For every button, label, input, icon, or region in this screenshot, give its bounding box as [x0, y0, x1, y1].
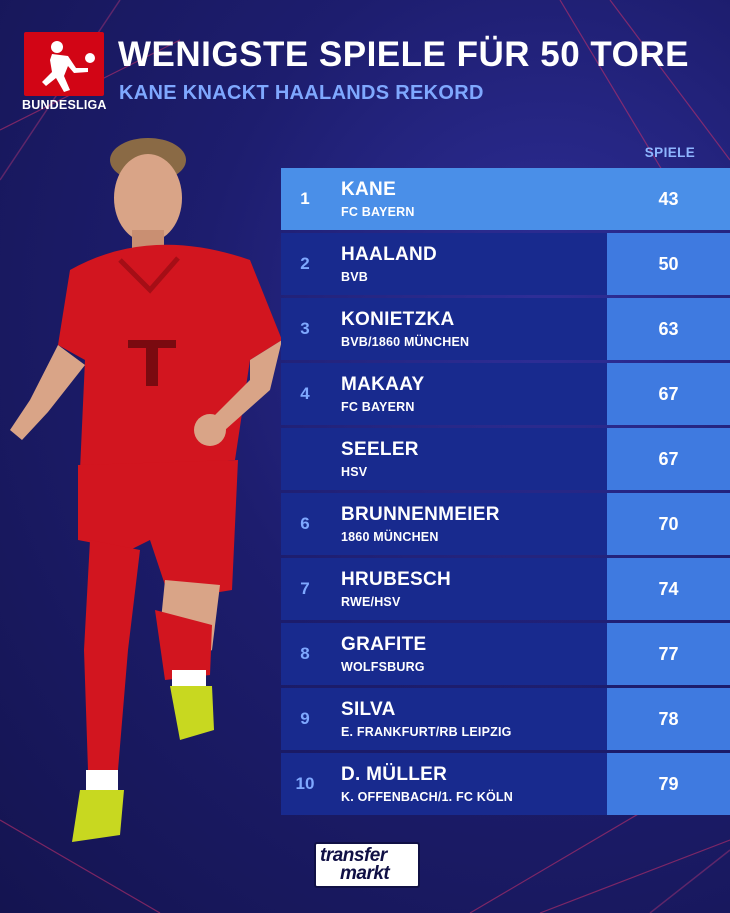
page-title: WENIGSTE SPIELE FÜR 50 TORE — [118, 35, 690, 74]
row-games: 79 — [607, 753, 730, 815]
row-games: 78 — [607, 688, 730, 750]
row-player-name: HRUBESCH — [341, 569, 452, 590]
ranking-table: 1 KANE FC BAYERN 43 2 HAALAND BVB 50 3 KONIETZKA B… — [281, 168, 730, 818]
row-rank: 6 — [300, 514, 310, 533]
row-rank: 4 — [300, 384, 310, 403]
row-rank: 10 — [295, 774, 315, 793]
row-club: BVB/1860 MÜNCHEN — [341, 335, 470, 349]
row-player-name: SILVA — [341, 699, 396, 720]
row-club: K. OFFENBACH/1. FC KÖLN — [341, 790, 513, 804]
row-player-name: D. MÜLLER — [341, 764, 448, 785]
row-club: RWE/HSV — [341, 595, 401, 609]
table-row: SEELER HSV 67 — [281, 428, 730, 490]
games-column-header: SPIELE — [644, 145, 696, 160]
row-games: 70 — [607, 493, 730, 555]
row-games: 67 — [607, 428, 730, 490]
row-club: FC BAYERN — [341, 205, 415, 219]
row-games: 50 — [607, 233, 730, 295]
row-club: BVB — [341, 270, 368, 284]
row-player-name: MAKAAY — [341, 374, 425, 395]
row-rank: 8 — [300, 644, 310, 663]
table-row: 10 D. MÜLLER K. OFFENBACH/1. FC KÖLN 79 — [281, 753, 730, 815]
row-player-name: BRUNNENMEIER — [341, 504, 500, 525]
row-rank — [281, 428, 329, 490]
player-image — [10, 138, 282, 842]
table-row: 1 KANE FC BAYERN 43 — [281, 168, 730, 230]
table-row: 7 HRUBESCH RWE/HSV 74 — [281, 558, 730, 620]
row-club: E. FRANKFURT/RB LEIPZIG — [341, 725, 512, 739]
table-row: 2 HAALAND BVB 50 — [281, 233, 730, 295]
table-row: 4 MAKAAY FC BAYERN 67 — [281, 363, 730, 425]
row-games: 63 — [607, 298, 730, 360]
row-player-name: KONIETZKA — [341, 309, 455, 330]
row-player-name: GRAFITE — [341, 634, 427, 655]
bundesliga-logo-mark — [24, 32, 104, 96]
table-row: 3 KONIETZKA BVB/1860 MÜNCHEN 63 — [281, 298, 730, 360]
row-player-name: HAALAND — [341, 244, 438, 265]
page-subtitle: KANE KNACKT HAALANDS REKORD — [119, 82, 484, 104]
table-row: 8 GRAFITE WOLFSBURG 77 — [281, 623, 730, 685]
row-games: 74 — [607, 558, 730, 620]
row-club: WOLFSBURG — [341, 660, 425, 674]
row-rank: 9 — [300, 709, 310, 728]
row-club: HSV — [341, 465, 368, 479]
row-rank: 7 — [300, 579, 310, 598]
row-games: 43 — [658, 189, 679, 209]
row-rank: 3 — [300, 319, 310, 338]
transfermarkt-logo-line1: transfer — [320, 845, 387, 866]
bundesliga-wordmark: BUNDESLIGA — [22, 98, 107, 112]
row-club: 1860 MÜNCHEN — [341, 530, 439, 544]
row-player-name: KANE — [341, 179, 397, 200]
bundesliga-logo: BUNDESLIGA — [22, 32, 107, 112]
transfermarkt-logo: transfer markt — [314, 842, 420, 888]
row-games: 67 — [607, 363, 730, 425]
row-club: FC BAYERN — [341, 400, 415, 414]
table-row: 9 SILVA E. FRANKFURT/RB LEIPZIG 78 — [281, 688, 730, 750]
row-rank: 1 — [300, 189, 310, 208]
transfermarkt-logo-line2: markt — [340, 863, 390, 884]
row-rank: 2 — [300, 254, 310, 273]
table-row: 6 BRUNNENMEIER 1860 MÜNCHEN 70 — [281, 493, 730, 555]
row-player-name: SEELER — [341, 439, 419, 460]
row-games: 77 — [607, 623, 730, 685]
